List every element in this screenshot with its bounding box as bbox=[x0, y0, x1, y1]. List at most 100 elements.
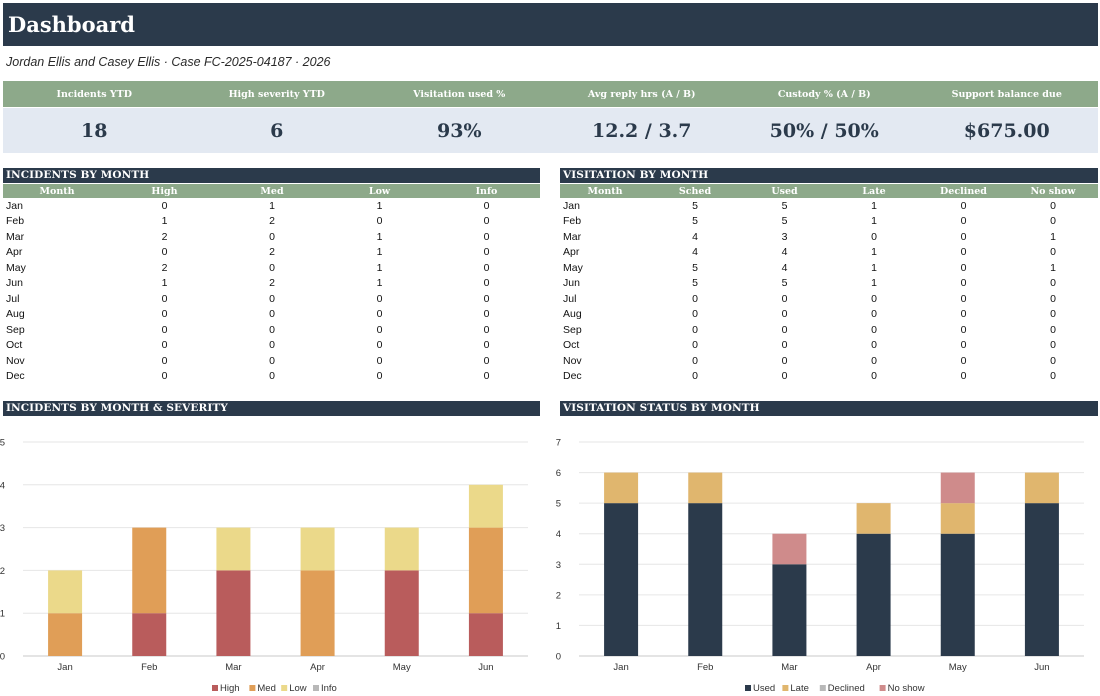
value-cell: 0 bbox=[483, 215, 490, 228]
value-cell: 0 bbox=[161, 354, 168, 367]
value-cell: 0 bbox=[781, 370, 788, 383]
column-header-month: Month bbox=[3, 184, 111, 198]
dashboard-title-bar: Dashboard bbox=[3, 3, 1098, 46]
value-cell: 1 bbox=[871, 277, 877, 290]
kpi-value-high-severity-ytd: 6 bbox=[270, 119, 284, 142]
x-tick-label: Apr bbox=[866, 662, 881, 673]
value-cell: 1 bbox=[871, 246, 877, 259]
value-cell: 0 bbox=[483, 261, 490, 274]
value-cell: 0 bbox=[1050, 277, 1056, 290]
x-tick-label: Mar bbox=[225, 662, 241, 673]
table-row: Mar 4 3 0 0 1 bbox=[560, 229, 1098, 245]
y-tick-label: 1 bbox=[556, 621, 561, 632]
month-cell: Feb bbox=[6, 215, 25, 228]
month-cell: Jul bbox=[563, 292, 577, 305]
column-header-low: Low bbox=[326, 184, 433, 198]
month-cell: Jun bbox=[6, 277, 23, 290]
value-cell: 2 bbox=[269, 277, 275, 290]
value-cell: 0 bbox=[1050, 323, 1056, 336]
value-cell: 0 bbox=[161, 323, 168, 336]
bar-segment-med-apr bbox=[300, 570, 335, 656]
table-row: Sep 0 0 0 0 bbox=[3, 322, 540, 338]
kpi-value-row: 18 6 93% 12.2 / 3.7 50% / 50% $675.00 bbox=[3, 108, 1098, 153]
value-cell: 0 bbox=[1050, 246, 1056, 259]
legend-swatch-no-show bbox=[879, 685, 886, 691]
x-tick-label: Jun bbox=[1034, 662, 1049, 673]
bar-segment-med-feb bbox=[132, 527, 167, 614]
table-row: Dec 0 0 0 0 bbox=[3, 369, 540, 385]
x-tick-label: Feb bbox=[697, 662, 713, 673]
legend-swatch-declined bbox=[819, 685, 826, 691]
kpi-value-incidents-ytd: 18 bbox=[81, 119, 108, 142]
value-cell: 0 bbox=[161, 292, 168, 305]
value-cell: 0 bbox=[960, 246, 967, 259]
table-row: May 2 0 1 0 bbox=[3, 260, 540, 276]
x-tick-label: May bbox=[949, 662, 967, 673]
value-cell: 2 bbox=[269, 215, 275, 228]
month-cell: Sep bbox=[6, 323, 25, 336]
y-tick-label: 4 bbox=[0, 480, 5, 491]
visitation-table-header-row: Month Sched Used Late Declined No show bbox=[560, 184, 1098, 198]
value-cell: 0 bbox=[692, 354, 698, 367]
value-cell: 5 bbox=[781, 277, 788, 290]
value-cell: 0 bbox=[1050, 339, 1056, 352]
month-cell: Dec bbox=[6, 370, 25, 383]
value-cell: 0 bbox=[871, 323, 877, 336]
kpi-label-visitation-used: Visitation used % bbox=[413, 88, 506, 100]
incidents-table-header-row: Month High Med Low Info bbox=[3, 184, 540, 198]
value-cell: 0 bbox=[483, 199, 490, 212]
x-tick-label: Jan bbox=[613, 662, 628, 673]
bar-segment-late-apr bbox=[856, 503, 891, 534]
x-tick-label: Jan bbox=[57, 662, 72, 673]
table-row: Dec 0 0 0 0 0 bbox=[560, 369, 1098, 385]
value-cell: 0 bbox=[960, 215, 967, 228]
y-tick-label: 5 bbox=[0, 438, 5, 449]
value-cell: 0 bbox=[1050, 215, 1056, 228]
kpi-value-visitation-used: 93% bbox=[437, 119, 482, 142]
value-cell: 0 bbox=[1050, 370, 1056, 383]
case-subtitle: Jordan Ellis and Casey Ellis · Case FC-2… bbox=[6, 55, 331, 69]
y-tick-label: 0 bbox=[556, 652, 561, 663]
x-tick-label: Jun bbox=[478, 662, 493, 673]
page-title: Dashboard bbox=[8, 12, 135, 37]
month-cell: Mar bbox=[563, 230, 582, 243]
value-cell: 0 bbox=[161, 370, 168, 383]
value-cell: 0 bbox=[781, 323, 788, 336]
value-cell: 0 bbox=[1050, 199, 1056, 212]
month-cell: Mar bbox=[6, 230, 25, 243]
bar-segment-late-feb bbox=[688, 472, 723, 504]
bar-segment-low-may bbox=[384, 527, 419, 571]
table-row: Apr 4 4 1 0 0 bbox=[560, 245, 1098, 261]
value-cell: 0 bbox=[692, 308, 698, 321]
y-tick-label: 7 bbox=[556, 438, 561, 449]
value-cell: 0 bbox=[376, 308, 383, 321]
column-header-late: Late bbox=[829, 184, 919, 198]
incidents-chart-title: INCIDENTS BY MONTH & SEVERITY bbox=[6, 402, 228, 414]
value-cell: 0 bbox=[269, 261, 275, 274]
legend-swatch-used bbox=[745, 685, 751, 691]
table-row: Jul 0 0 0 0 bbox=[3, 291, 540, 307]
value-cell: 0 bbox=[161, 308, 168, 321]
value-cell: 1 bbox=[1050, 230, 1056, 243]
month-cell: Dec bbox=[563, 370, 582, 383]
value-cell: 0 bbox=[1050, 308, 1056, 321]
incidents-table-title: INCIDENTS BY MONTH bbox=[6, 169, 150, 181]
value-cell: 0 bbox=[483, 277, 490, 290]
bar-segment-high-may bbox=[384, 570, 419, 656]
table-row: Jan 5 5 1 0 0 bbox=[560, 198, 1098, 214]
bar-segment-used-jan bbox=[604, 503, 639, 656]
month-cell: May bbox=[563, 261, 583, 274]
month-cell: Jul bbox=[6, 292, 20, 305]
month-cell: Aug bbox=[6, 308, 25, 321]
value-cell: 0 bbox=[960, 308, 967, 321]
value-cell: 0 bbox=[960, 292, 967, 305]
month-cell: Apr bbox=[563, 246, 580, 259]
value-cell: 3 bbox=[781, 230, 788, 243]
bar-segment-med-jan bbox=[48, 613, 83, 656]
bar-segment-late-may bbox=[940, 503, 975, 534]
kpi-label-custody: Custody % (A / B) bbox=[777, 88, 871, 100]
value-cell: 0 bbox=[871, 292, 877, 305]
bar-segment-high-feb bbox=[132, 613, 167, 656]
value-cell: 0 bbox=[781, 339, 788, 352]
value-cell: 0 bbox=[269, 354, 275, 367]
